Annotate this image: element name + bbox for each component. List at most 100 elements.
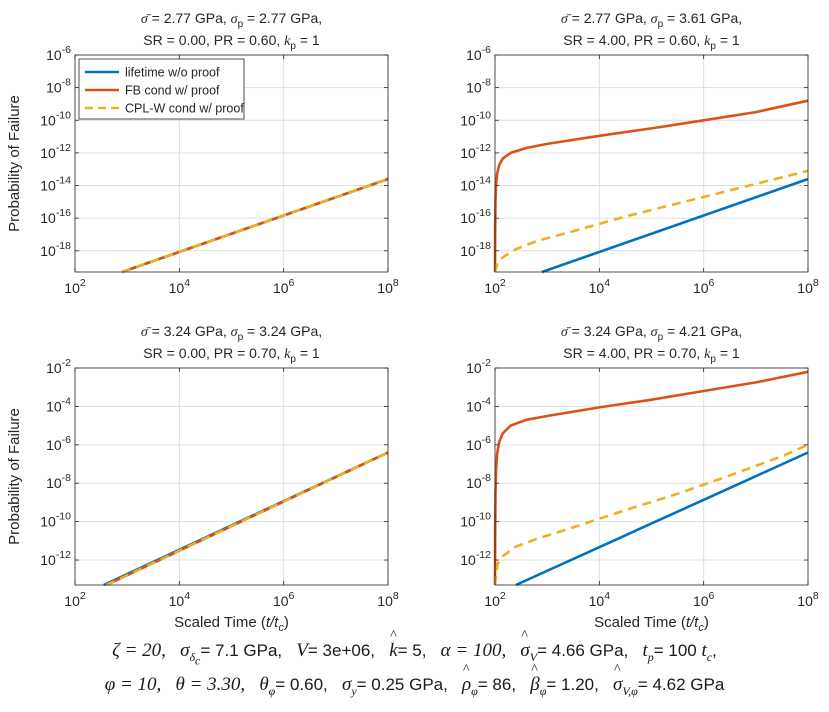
y-tick-label: 10-16 xyxy=(460,207,491,226)
axes-box xyxy=(74,367,389,586)
axes-box xyxy=(494,54,809,273)
alpha-symbol: α = 100, xyxy=(440,640,507,661)
y-tick-label: 10-12 xyxy=(40,549,71,568)
y-tick-label: 10-6 xyxy=(46,434,71,453)
plot-area xyxy=(75,368,388,585)
x-tick-label: 108 xyxy=(377,277,399,296)
x-tick-label: 102 xyxy=(484,590,506,609)
panel-title-line-2: SR = 4.00, PR = 0.60, kp = 1 xyxy=(563,32,740,52)
x-tick-label: 108 xyxy=(377,590,399,609)
y-tick-label: 10-8 xyxy=(46,472,71,491)
sigma-V-phi-symbol: σV,φ xyxy=(613,662,638,699)
series-cplw-line xyxy=(493,169,809,273)
params-line-1: ζ = 20, σδc= 7.1 GPa, V= 3e+06, k= 5, α … xyxy=(0,628,829,668)
x-tick-label: 104 xyxy=(169,277,191,296)
y-tick-label: 10-12 xyxy=(460,549,491,568)
series-fb-line xyxy=(493,99,809,273)
panel-title-line-2: SR = 4.00, PR = 0.70, kp = 1 xyxy=(563,345,740,365)
panel-4: 102 104 106 108 10-2 10-4 10-6 10-8 10-10 10-12 σ̄… xyxy=(460,323,819,634)
y-tick-label: 10-10 xyxy=(40,109,71,128)
panel-3: 102 104 106 108 10-2 10-4 10-6 10-8 10-10 10-12 σ̄… xyxy=(6,323,399,634)
sigma-y-value: = 0.25 GPa, xyxy=(356,675,448,694)
x-tick-label: 104 xyxy=(589,277,611,296)
V-value: = 3e+06, xyxy=(307,641,376,660)
y-tick-label: 10-4 xyxy=(466,395,491,414)
panel-2: 102 104 106 108 10-6 10-8 10-10 10-12 10-14 10-16… xyxy=(460,10,819,296)
panel-title-line-1: σ̄ = 2.77 GPa, σp = 2.77 GPa, xyxy=(141,10,322,30)
x-tick-label: 104 xyxy=(589,590,611,609)
y-tick-label: 10-2 xyxy=(46,357,71,376)
y-tick-label: 10-4 xyxy=(46,395,71,414)
panel-title-line-1: σ̄ = 3.24 GPa, σp = 4.21 GPa, xyxy=(561,323,742,343)
series-lifetime-line xyxy=(541,177,809,274)
panel-title-line-2: SR = 0.00, PR = 0.70, kp = 1 xyxy=(143,345,320,365)
series-lifetime-line xyxy=(515,451,809,587)
y-axis-label: Probability of Failure xyxy=(6,95,23,232)
x-tick-label: 102 xyxy=(64,590,86,609)
axes-box xyxy=(74,54,389,273)
x-tick-label: 104 xyxy=(169,590,191,609)
series-cplw-line xyxy=(493,443,809,586)
sigma-dc-symbol: σδc xyxy=(180,640,201,668)
series-cplw-line xyxy=(121,177,389,274)
y-tick-label: 10-18 xyxy=(460,240,491,259)
x-axis-label: Scaled Time (t/tc) xyxy=(174,614,289,634)
t-p-symbol: tp xyxy=(642,640,654,664)
panel-1: 102 104 106 108 10-6 10-8 10-10 10-12 10-14 10-16… xyxy=(6,10,399,296)
y-axis-label: Probability of Failure xyxy=(6,408,23,545)
legend-label-lifetime: lifetime w/o proof xyxy=(125,66,220,80)
y-tick-label: 10-6 xyxy=(466,434,491,453)
x-tick-label: 102 xyxy=(484,277,506,296)
x-tick-label: 108 xyxy=(797,277,819,296)
rho-phi-symbol: ρφ xyxy=(462,662,478,699)
x-tick-label: 106 xyxy=(273,277,295,296)
x-axis-label: Scaled Time (t/tc) xyxy=(594,614,709,634)
y-tick-label: 10-8 xyxy=(46,77,71,96)
sigma-dc-value: = 7.1 GPa, xyxy=(200,641,283,660)
theta-symbol: θ = 3.30, xyxy=(175,674,246,695)
x-tick-label: 102 xyxy=(64,277,86,296)
theta-phi-value: = 0.60, xyxy=(275,675,328,694)
t-c-symbol: tc xyxy=(701,640,713,664)
y-tick-label: 10-6 xyxy=(46,44,71,63)
y-tick-label: 10-6 xyxy=(466,44,491,63)
panel-title-line-1: σ̄ = 3.24 GPa, σp = 3.24 GPa, xyxy=(141,323,322,343)
y-tick-label: 10-12 xyxy=(460,142,491,161)
sigma-V-phi-value: = 4.62 GPa xyxy=(637,675,725,694)
y-tick-label: 10-14 xyxy=(460,175,491,194)
sigma-y-symbol: σy xyxy=(341,674,357,698)
k-hat-value: = 5, xyxy=(397,641,427,660)
y-tick-label: 10-8 xyxy=(466,77,491,96)
beta-phi-value: = 1.20, xyxy=(546,675,599,694)
panel-title-line-1: σ̄ = 2.77 GPa, σp = 3.61 GPa, xyxy=(561,10,742,30)
legend: lifetime w/o proof FB cond w/ proof CPL-W … xyxy=(78,58,245,120)
y-tick-label: 10-16 xyxy=(40,207,71,226)
axes-box xyxy=(494,367,809,586)
zeta-symbol: ζ = 20, xyxy=(112,640,166,661)
V-symbol: V xyxy=(296,640,308,661)
k-hat-symbol: k xyxy=(389,628,397,662)
x-tick-label: 106 xyxy=(693,277,715,296)
y-tick-label: 10-10 xyxy=(460,109,491,128)
x-tick-label: 108 xyxy=(797,590,819,609)
y-tick-label: 10-8 xyxy=(466,472,491,491)
sigma-V-value: = 4.66 GPa, xyxy=(537,641,629,660)
t-p-value: = 100 xyxy=(653,641,697,660)
beta-phi-symbol: βφ xyxy=(530,662,546,699)
y-tick-label: 10-10 xyxy=(40,511,71,530)
series-fb-line xyxy=(493,370,809,586)
theta-phi-symbol: θφ xyxy=(259,674,276,698)
plot-area xyxy=(495,55,808,272)
panel-title-line-2: SR = 0.00, PR = 0.60, kp = 1 xyxy=(143,32,320,52)
y-tick-label: 10-14 xyxy=(40,175,71,194)
phi-symbol: φ = 10, xyxy=(104,674,162,695)
y-tick-label: 10-10 xyxy=(460,511,491,530)
y-tick-label: 10-2 xyxy=(466,357,491,376)
y-tick-label: 10-18 xyxy=(40,240,71,259)
x-tick-label: 106 xyxy=(693,590,715,609)
legend-label-cplw: CPL-W cond w/ proof xyxy=(125,102,244,116)
params-line-2: φ = 10, θ = 3.30, θφ= 0.60, σy= 0.25 GPa… xyxy=(0,662,829,699)
legend-label-fb: FB cond w/ proof xyxy=(125,84,220,98)
series-cplw-line xyxy=(105,451,389,587)
sigma-V-symbol: σV xyxy=(520,628,537,665)
